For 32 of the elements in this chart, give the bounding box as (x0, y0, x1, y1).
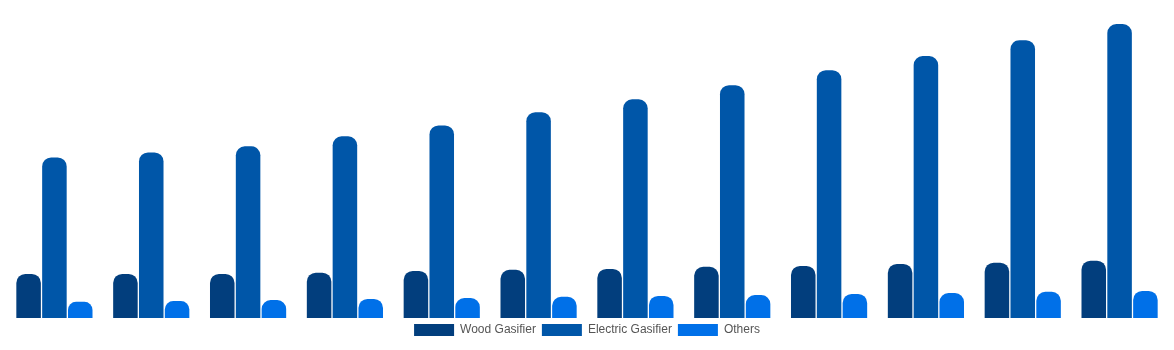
bar (210, 273, 235, 318)
bar (1107, 24, 1132, 318)
bar (597, 268, 622, 318)
bar (1010, 40, 1036, 318)
bar (913, 56, 939, 318)
bar (42, 157, 67, 318)
legend-label: Wood Gasifier (460, 322, 536, 337)
bar (113, 273, 138, 318)
bar (429, 125, 455, 318)
bar (816, 70, 842, 318)
bar (745, 295, 771, 318)
bar (235, 146, 261, 318)
bar (526, 112, 551, 318)
bar (791, 265, 816, 318)
bar (623, 99, 648, 318)
bar (984, 262, 1010, 318)
bar (1081, 260, 1107, 318)
bar (939, 293, 964, 318)
bar (16, 273, 41, 318)
bar (719, 85, 745, 318)
bar (138, 152, 164, 318)
bar (842, 293, 868, 318)
bar (694, 266, 719, 318)
bar (887, 263, 913, 318)
bar (403, 270, 429, 318)
legend-label: Others (723, 322, 760, 337)
legend-label: Electric Gasifier (587, 322, 672, 337)
bar (1036, 291, 1061, 318)
bar (306, 272, 332, 318)
bar (1133, 290, 1158, 318)
bar (332, 136, 358, 318)
bar (500, 269, 526, 318)
